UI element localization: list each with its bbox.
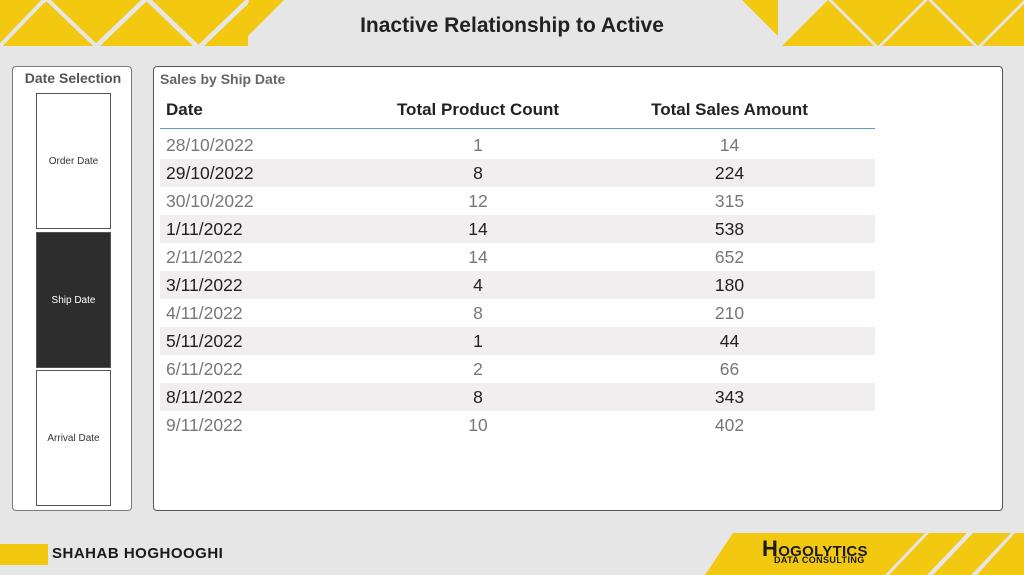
cell-date: 29/10/2022 [166, 162, 254, 183]
brand-initial: H [762, 536, 779, 561]
cell-product-count: 10 [468, 414, 488, 435]
brand-tagline: DATA CONSULTING [774, 555, 865, 565]
slicer-title: Date Selection [24, 70, 122, 86]
cell-sales-amount: 14 [719, 134, 740, 155]
cell-sales-amount: 652 [714, 246, 745, 267]
slicer-option-arrival-date[interactable]: Arrival Date [36, 370, 111, 506]
cell-product-count: 12 [468, 190, 488, 211]
table-row[interactable]: 4/11/2022 8 210 [160, 299, 875, 327]
cell-product-count: 14 [468, 246, 488, 267]
column-header-sales-amount[interactable]: Total Sales Amount [651, 99, 808, 119]
header-decoration-right [742, 0, 1024, 46]
cell-date: 3/11/2022 [166, 274, 243, 295]
sales-table-visual: Sales by Ship Date Date Total Product Co… [153, 66, 1003, 511]
cell-date: 8/11/2022 [166, 386, 243, 407]
table-row[interactable]: 1/11/2022 14 538 [160, 215, 875, 243]
cell-product-count: 8 [473, 302, 483, 323]
page-title: Inactive Relationship to Active [360, 14, 664, 37]
footer-decoration-right [705, 533, 1024, 575]
table-row[interactable]: 8/11/2022 8 343 [160, 383, 875, 411]
brand-name-rest: OGOLYTICS [778, 543, 868, 560]
cell-sales-amount: 66 [719, 358, 740, 379]
header-decoration-left [0, 0, 290, 46]
cell-sales-amount: 224 [714, 162, 745, 183]
footer-accent-bar [0, 544, 48, 565]
column-header-date[interactable]: Date [166, 99, 203, 119]
cell-date: 6/11/2022 [166, 358, 243, 379]
cell-date: 28/10/2022 [166, 134, 254, 155]
cell-product-count: 1 [473, 134, 483, 155]
cell-product-count: 1 [473, 330, 483, 351]
slicer-option-label: Ship Date [51, 294, 96, 306]
cell-date: 5/11/2022 [166, 330, 243, 351]
slicer-option-order-date[interactable]: Order Date [36, 93, 111, 229]
date-selection-slicer: Date Selection Order Date Ship Date Arri… [12, 66, 132, 511]
cell-product-count: 14 [468, 218, 488, 239]
table-body: 28/10/2022 1 14 29/10/2022 8 224 30/10/2022 12 3… [160, 131, 875, 439]
cell-date: 2/11/2022 [166, 246, 243, 267]
slicer-option-label: Order Date [48, 155, 99, 167]
table-row[interactable]: 6/11/2022 2 66 [160, 355, 875, 383]
sales-table: Date Total Product Count Total Sales Amo… [160, 91, 875, 439]
cell-date: 1/11/2022 [166, 218, 243, 239]
table-row[interactable]: 3/11/2022 4 180 [160, 271, 875, 299]
cell-sales-amount: 538 [714, 218, 745, 239]
cell-sales-amount: 210 [714, 302, 745, 323]
table-row[interactable]: 28/10/2022 1 14 [160, 131, 875, 159]
slicer-option-ship-date[interactable]: Ship Date [36, 232, 111, 368]
table-row[interactable]: 5/11/2022 1 44 [160, 327, 875, 355]
cell-product-count: 4 [473, 274, 483, 295]
column-header-product-count[interactable]: Total Product Count [396, 99, 560, 119]
cell-product-count: 2 [473, 358, 483, 379]
cell-product-count: 8 [473, 386, 483, 407]
table-row[interactable]: 2/11/2022 14 652 [160, 243, 875, 271]
cell-product-count: 8 [473, 162, 483, 183]
table-header: Date Total Product Count Total Sales Amo… [160, 91, 875, 129]
cell-date: 30/10/2022 [166, 190, 254, 211]
table-row[interactable]: 9/11/2022 10 402 [160, 411, 875, 439]
cell-date: 9/11/2022 [166, 414, 243, 435]
table-row[interactable]: 29/10/2022 8 224 [160, 159, 875, 187]
brand-logo: HOGOLYTICS DATA CONSULTING [762, 538, 868, 566]
table-row[interactable]: 30/10/2022 12 315 [160, 187, 875, 215]
cell-sales-amount: 315 [714, 190, 745, 211]
cell-date: 4/11/2022 [166, 302, 243, 323]
cell-sales-amount: 180 [714, 274, 745, 295]
cell-sales-amount: 402 [714, 414, 745, 435]
slicer-option-label: Arrival Date [47, 432, 100, 444]
cell-sales-amount: 44 [719, 330, 740, 351]
visual-title: Sales by Ship Date [160, 71, 286, 87]
author-name: SHAHAB HOGHOOGHI [52, 545, 224, 562]
cell-sales-amount: 343 [714, 386, 745, 407]
